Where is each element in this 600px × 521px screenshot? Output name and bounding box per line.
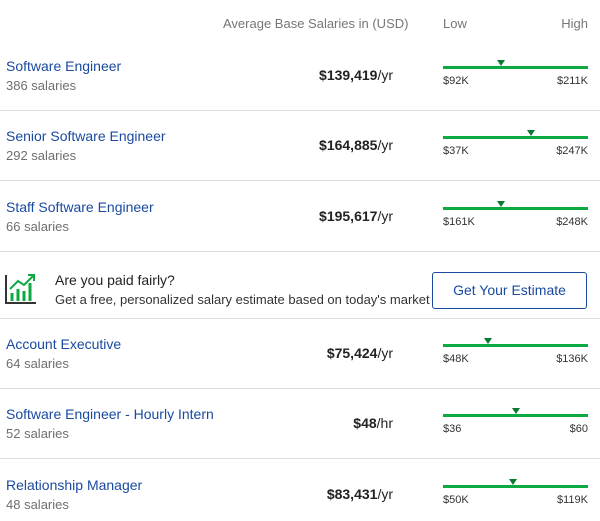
salary-unit: /yr bbox=[377, 486, 393, 502]
divider bbox=[0, 388, 600, 389]
range-high: $60 bbox=[569, 423, 588, 435]
salary-marker bbox=[496, 201, 505, 207]
divider bbox=[0, 110, 600, 111]
salary-marker bbox=[509, 479, 518, 485]
low-header: Low bbox=[443, 16, 467, 31]
estimate-button[interactable]: Get Your Estimate bbox=[432, 272, 587, 309]
salary-unit: /hr bbox=[376, 415, 393, 431]
range-bar bbox=[443, 414, 588, 417]
salary: $195,617/yr bbox=[319, 208, 393, 224]
range-bar bbox=[443, 207, 588, 210]
salary-count: 48 salaries bbox=[6, 497, 69, 512]
salary-amount: $164,885 bbox=[319, 137, 378, 153]
salary-count: 292 salaries bbox=[6, 148, 77, 163]
range-high: $211K bbox=[557, 75, 588, 87]
range-bar bbox=[443, 485, 588, 488]
salary-amount: $48 bbox=[353, 415, 377, 431]
salary: $139,419/yr bbox=[319, 67, 393, 83]
job-title[interactable]: Software Engineer bbox=[6, 58, 122, 74]
range-high: $136K bbox=[556, 353, 588, 365]
salary-unit: /yr bbox=[377, 137, 393, 153]
salary-amount: $75,424 bbox=[326, 345, 378, 361]
divider bbox=[0, 318, 600, 319]
range-low: $36 bbox=[443, 423, 462, 435]
range-bar bbox=[443, 136, 588, 139]
salary: $48/hr bbox=[353, 415, 393, 431]
range-low: $50K bbox=[443, 494, 469, 506]
salary: $164,885/yr bbox=[319, 137, 393, 153]
chart-icon bbox=[5, 274, 36, 304]
salary-marker bbox=[484, 338, 493, 344]
salary-amount: $83,431 bbox=[326, 486, 378, 502]
salary-count: 66 salaries bbox=[6, 219, 69, 234]
job-title[interactable]: Senior Software Engineer bbox=[6, 128, 166, 144]
job-title[interactable]: Software Engineer - Hourly Intern bbox=[6, 406, 214, 422]
salary-amount: $195,617 bbox=[319, 208, 378, 224]
range-high: $248K bbox=[556, 216, 588, 228]
job-title[interactable]: Relationship Manager bbox=[6, 477, 143, 493]
range-low: $92K bbox=[443, 75, 469, 87]
banner-text: Get a free, personalized salary estimate… bbox=[55, 292, 430, 307]
job-title[interactable]: Account Executive bbox=[6, 336, 122, 352]
divider bbox=[0, 458, 600, 459]
salary-unit: /yr bbox=[377, 208, 393, 224]
range-low: $48K bbox=[443, 353, 469, 365]
high-header: High bbox=[561, 16, 588, 31]
banner-title: Are you paid fairly? bbox=[55, 272, 175, 288]
column-header: Average Base Salaries in (USD) bbox=[223, 16, 409, 31]
range-high: $247K bbox=[556, 145, 588, 157]
range-low: $161K bbox=[443, 216, 475, 228]
salary-count: 386 salaries bbox=[6, 78, 77, 93]
salary: $83,431/yr bbox=[327, 486, 393, 502]
salary-marker bbox=[511, 408, 520, 414]
salary-marker bbox=[527, 130, 536, 136]
job-title[interactable]: Staff Software Engineer bbox=[6, 199, 154, 215]
salary-unit: /yr bbox=[377, 345, 393, 361]
salary-unit: /yr bbox=[377, 67, 393, 83]
salary-marker bbox=[496, 60, 505, 66]
salary-amount: $139,419 bbox=[319, 67, 378, 83]
salary-count: 64 salaries bbox=[6, 356, 69, 371]
range-high: $119K bbox=[557, 494, 588, 506]
range-bar bbox=[443, 344, 588, 347]
divider bbox=[0, 251, 600, 252]
range-low: $37K bbox=[443, 145, 469, 157]
divider bbox=[0, 180, 600, 181]
salary: $75,424/yr bbox=[327, 345, 393, 361]
range-bar bbox=[443, 66, 588, 69]
salary-count: 52 salaries bbox=[6, 426, 69, 441]
